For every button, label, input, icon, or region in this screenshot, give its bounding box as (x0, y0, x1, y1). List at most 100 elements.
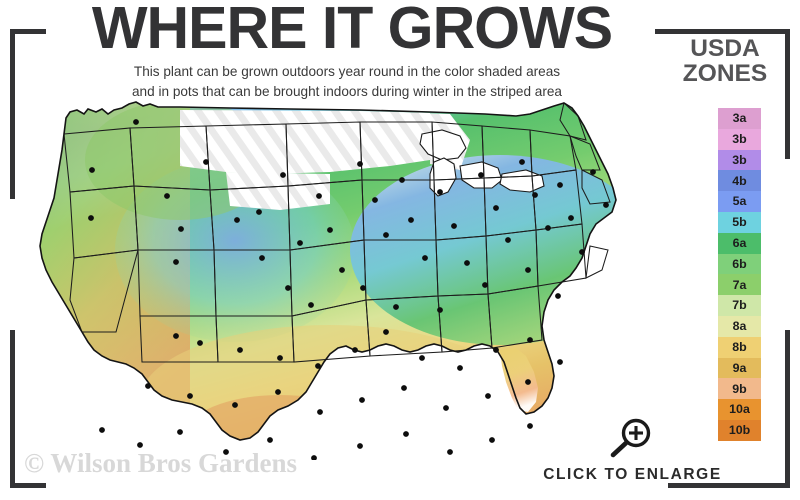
city-dot (234, 217, 240, 223)
city-dot (232, 402, 238, 408)
city-dot (223, 449, 229, 455)
legend-swatch-zone-9a: 9a (718, 357, 761, 379)
city-dot (197, 340, 203, 346)
frame-bracket-bottom-left-horizontal (10, 483, 46, 488)
legend-title-line-1: USDA (690, 35, 760, 62)
legend-swatch-zone-8b: 8b (718, 336, 761, 358)
legend-swatch-zone-9b: 9b (718, 378, 761, 400)
legend-swatch-zone-8a: 8a (718, 315, 761, 337)
city-dot (259, 255, 265, 261)
state-boundaries (63, 102, 611, 363)
city-dot (568, 215, 574, 221)
city-dot (297, 240, 303, 246)
city-dot (203, 159, 209, 165)
page-title: WHERE IT GROWS (91, 0, 613, 61)
city-dot (315, 363, 321, 369)
city-dot (489, 437, 495, 443)
page-subtitle-line-1: This plant can be grown outdoors year ro… (133, 64, 561, 79)
magnifier-plus-icon (610, 418, 651, 458)
enlarge-button[interactable] (600, 417, 700, 461)
us-outline (39, 101, 617, 441)
city-dot (579, 249, 585, 255)
frame-bracket-top-left-horizontal (10, 29, 46, 34)
city-dot (89, 167, 95, 173)
city-dot (493, 205, 499, 211)
city-dot (357, 161, 363, 167)
enlarge-label[interactable]: CLICK TO ENLARGE (543, 466, 722, 483)
city-dot (603, 202, 609, 208)
city-dot (88, 215, 94, 221)
page-subtitle: This plant can be grown outdoors year ro… (42, 62, 652, 101)
city-dot (437, 307, 443, 313)
city-dot (317, 409, 323, 415)
legend-swatch-zone-6a: 6a (718, 232, 761, 254)
usda-hardiness-zone-map[interactable] (30, 100, 670, 461)
striped-region-northern-plains (180, 110, 430, 174)
frame-bracket-bottom-right-horizontal (668, 483, 790, 488)
city-dot (372, 197, 378, 203)
city-dot (173, 333, 179, 339)
legend-swatch-zone-10a: 10a (718, 399, 761, 420)
city-dot (383, 232, 389, 238)
legend-swatch-zone-5a: 5a (718, 191, 761, 212)
city-dot (164, 193, 170, 199)
city-dot (275, 389, 281, 395)
city-dot (357, 443, 363, 449)
legend-swatch-stack: 3a 3b 3b 4b 5a 5b 6a 6b 7a 7b 8a 8b 9a 9b 10a 10b (718, 108, 761, 441)
city-dot (267, 437, 273, 443)
city-dot (493, 347, 499, 353)
city-dot (422, 255, 428, 261)
city-dot (401, 385, 407, 391)
city-dot (327, 227, 333, 233)
city-dot (403, 431, 409, 437)
city-dot (419, 355, 425, 361)
city-dot (505, 237, 511, 243)
city-dot (173, 259, 179, 265)
city-dot (99, 427, 105, 433)
city-dot (478, 172, 484, 178)
legend-swatch-zone-3a: 3a (718, 108, 761, 129)
city-dot (145, 383, 151, 389)
city-dot (437, 189, 443, 195)
city-dot (525, 379, 531, 385)
legend-swatch-zone-7b: 7b (718, 295, 761, 316)
city-dot (545, 225, 551, 231)
page-subtitle-line-2: and in pots that can be brought indoors … (132, 83, 562, 99)
legend-swatch-zone-10b: 10b (718, 419, 761, 441)
city-dot (359, 397, 365, 403)
frame-bracket-top-right-horizontal (655, 29, 790, 34)
city-dot (308, 302, 314, 308)
frame-bracket-bottom-left-vertical (10, 330, 15, 488)
city-dot (590, 169, 596, 175)
legend-title: USDA ZONES (660, 36, 790, 86)
usda-zones-legend: USDA ZONES (660, 36, 790, 86)
city-dot (360, 285, 366, 291)
city-dot (352, 347, 358, 353)
florida-peninsula-tint (500, 348, 538, 412)
city-dot (555, 293, 561, 299)
city-dot (311, 455, 317, 461)
city-dot (137, 442, 143, 448)
striped-region-wyoming (226, 172, 330, 210)
city-dot (399, 177, 405, 183)
city-dot (557, 182, 563, 188)
city-dot (133, 119, 139, 125)
legend-swatch-zone-5b: 5b (718, 211, 761, 233)
city-dot (178, 226, 184, 232)
city-dot (527, 337, 533, 343)
city-dot (443, 405, 449, 411)
map-svg (39, 101, 617, 461)
legend-swatch-zone-3b: 3b (718, 149, 761, 171)
legend-swatch-zone-4b: 4b (718, 170, 761, 192)
city-dot-group (88, 119, 609, 461)
watermark: © Wilson Bros Gardens (24, 448, 297, 478)
city-dot (557, 359, 563, 365)
city-dot (464, 260, 470, 266)
city-dot (339, 267, 345, 273)
city-dot (256, 209, 262, 215)
city-dot (285, 285, 291, 291)
city-dot (527, 423, 533, 429)
frame-bracket-bottom-right-vertical (785, 330, 790, 488)
city-dot (457, 365, 463, 371)
great-lakes (419, 129, 545, 197)
